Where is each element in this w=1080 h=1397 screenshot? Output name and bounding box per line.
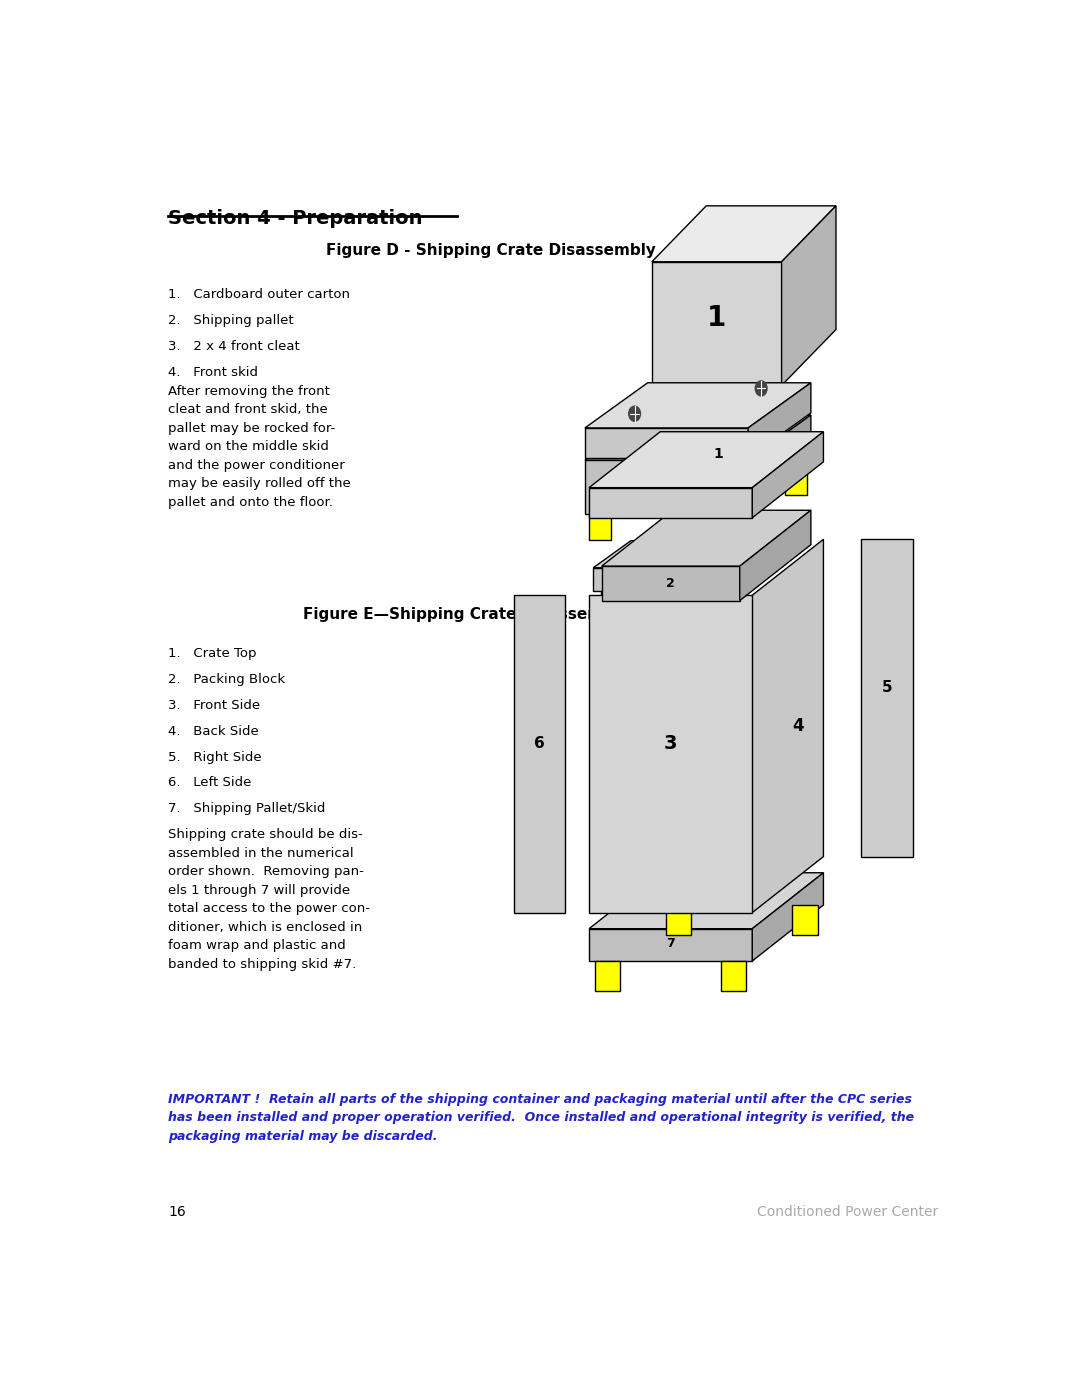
Polygon shape: [723, 514, 744, 539]
Text: 1.   Cardboard outer carton: 1. Cardboard outer carton: [168, 288, 351, 302]
Polygon shape: [593, 567, 740, 591]
Text: 4.   Back Side: 4. Back Side: [168, 725, 259, 738]
Polygon shape: [705, 591, 732, 619]
Text: After removing the front
cleat and front skid, the
pallet may be rocked for-
war: After removing the front cleat and front…: [168, 386, 351, 509]
Text: Figure E—Shipping Crate Disassembly - 25 kVA to 300 kVA: Figure E—Shipping Crate Disassembly - 25…: [303, 606, 804, 622]
Text: 5.   Right Side: 5. Right Side: [168, 750, 262, 764]
Polygon shape: [753, 873, 823, 961]
Polygon shape: [748, 383, 811, 458]
Polygon shape: [585, 415, 811, 460]
Text: I: I: [633, 483, 637, 497]
Polygon shape: [589, 432, 823, 488]
Text: 4.   Front skid: 4. Front skid: [168, 366, 258, 379]
Text: IMPORTANT !  Retain all parts of the shipping container and packaging material u: IMPORTANT ! Retain all parts of the ship…: [168, 1092, 915, 1143]
Text: 4: 4: [662, 573, 671, 587]
Text: 7: 7: [666, 937, 675, 950]
Polygon shape: [753, 539, 823, 912]
Text: 3: 3: [666, 436, 675, 450]
Polygon shape: [589, 514, 611, 539]
Text: 6: 6: [535, 736, 545, 750]
Text: Shipping crate should be dis-
assembled in the numerical
order shown.  Removing : Shipping crate should be dis- assembled …: [168, 828, 370, 971]
Text: 2: 2: [661, 482, 672, 497]
Text: 2.   Packing Block: 2. Packing Block: [168, 673, 285, 686]
Polygon shape: [589, 929, 753, 961]
Text: 6.   Left Side: 6. Left Side: [168, 777, 252, 789]
Polygon shape: [585, 383, 811, 427]
Polygon shape: [748, 415, 811, 514]
Text: 3.   2 x 4 front cleat: 3. 2 x 4 front cleat: [168, 339, 300, 353]
Polygon shape: [721, 961, 746, 990]
Text: Figure D - Shipping Crate Disassembly - 10 to 20 kVA: Figure D - Shipping Crate Disassembly - …: [326, 243, 781, 258]
Text: 16: 16: [168, 1204, 186, 1218]
Polygon shape: [585, 427, 748, 458]
Polygon shape: [785, 469, 807, 495]
Polygon shape: [652, 469, 674, 495]
Text: 3.   Front Side: 3. Front Side: [168, 698, 260, 712]
Polygon shape: [782, 205, 836, 386]
Polygon shape: [602, 510, 811, 566]
Text: 2.   Shipping pallet: 2. Shipping pallet: [168, 314, 294, 327]
Polygon shape: [861, 539, 913, 856]
Text: 1.   Crate Top: 1. Crate Top: [168, 647, 257, 661]
Text: Section 4 - Preparation: Section 4 - Preparation: [168, 208, 423, 228]
Polygon shape: [793, 905, 818, 935]
Polygon shape: [652, 205, 836, 261]
Polygon shape: [602, 566, 740, 601]
Text: Conditioned Power Center: Conditioned Power Center: [757, 1204, 939, 1218]
Text: 1: 1: [713, 447, 723, 461]
Text: I: I: [697, 483, 700, 497]
Text: 2: 2: [666, 577, 675, 590]
Text: 4: 4: [792, 717, 804, 735]
Polygon shape: [595, 961, 620, 990]
Text: 1: 1: [707, 305, 727, 332]
Polygon shape: [740, 510, 811, 601]
Text: 7.   Shipping Pallet/Skid: 7. Shipping Pallet/Skid: [168, 802, 326, 816]
Polygon shape: [589, 488, 753, 518]
Polygon shape: [589, 595, 753, 912]
Polygon shape: [593, 541, 778, 567]
Text: 5: 5: [881, 680, 892, 694]
Polygon shape: [589, 873, 823, 929]
Polygon shape: [753, 432, 823, 518]
Text: 3: 3: [664, 733, 677, 753]
Polygon shape: [600, 591, 627, 619]
Circle shape: [629, 407, 640, 422]
Circle shape: [755, 381, 767, 395]
Polygon shape: [514, 595, 565, 912]
Polygon shape: [585, 460, 748, 514]
Polygon shape: [666, 905, 691, 935]
Polygon shape: [652, 261, 782, 386]
